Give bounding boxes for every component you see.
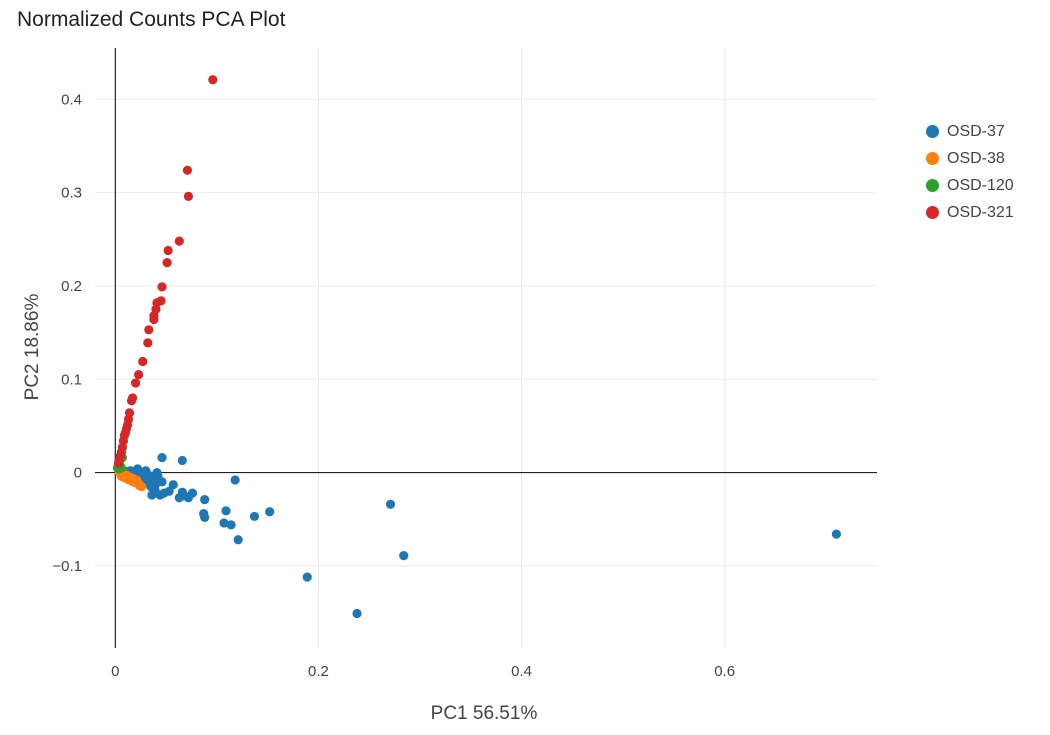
data-point-osd-321[interactable] (157, 282, 167, 292)
data-point-osd-321[interactable] (163, 245, 173, 256)
y-tick-label: 0.1 (61, 371, 82, 388)
data-point-osd-37[interactable] (302, 572, 312, 582)
data-point-osd-37[interactable] (233, 535, 243, 545)
y-axis-title: PC2 18.86% (22, 294, 43, 401)
data-point-osd-321[interactable] (113, 458, 123, 468)
data-point-osd-37[interactable] (352, 608, 362, 619)
data-point-osd-37[interactable] (147, 490, 157, 500)
legend-marker-icon (926, 206, 939, 219)
legend: OSD-37 OSD-38 OSD-120 OSD-321 (926, 118, 1014, 226)
data-point-osd-37[interactable] (265, 507, 275, 517)
y-tick-label: 0.3 (61, 185, 82, 202)
legend-marker-icon (926, 179, 939, 192)
legend-label: OSD-120 (947, 176, 1014, 194)
tick-labels: 0 0.2 0.4 0.6 −0.1 0 0.1 0.2 0.3 0.4 (52, 91, 735, 680)
data-point-osd-38[interactable] (121, 470, 132, 480)
data-point-osd-321[interactable] (144, 325, 154, 335)
legend-label: OSD-37 (947, 122, 1005, 140)
legend-item-osd-37[interactable]: OSD-37 (926, 118, 1014, 145)
legend-label: OSD-321 (947, 203, 1014, 221)
x-axis-title: PC1 56.51% (431, 703, 538, 724)
data-point-osd-321[interactable] (162, 258, 172, 268)
data-point-osd-37[interactable] (157, 453, 167, 463)
data-point-osd-37[interactable] (399, 551, 409, 561)
data-point-osd-37[interactable] (177, 455, 187, 466)
legend-item-osd-38[interactable]: OSD-38 (926, 145, 1014, 172)
data-point-osd-37[interactable] (199, 509, 209, 519)
data-point-osd-37[interactable] (226, 520, 236, 530)
legend-marker-icon (926, 152, 939, 165)
data-point-osd-321[interactable] (182, 165, 193, 175)
data-points (112, 75, 841, 619)
x-tick-label: 0.4 (511, 663, 532, 680)
legend-label: OSD-38 (947, 149, 1005, 167)
data-point-osd-321[interactable] (134, 369, 144, 380)
data-point-osd-37[interactable] (221, 506, 231, 516)
data-point-osd-321[interactable] (174, 236, 184, 246)
data-point-osd-321[interactable] (138, 356, 148, 367)
x-tick-label: 0.2 (308, 663, 329, 680)
data-point-osd-321[interactable] (149, 314, 159, 325)
chart-title: Normalized Counts PCA Plot (17, 8, 286, 31)
axes (95, 48, 877, 648)
y-tick-label: 0 (74, 465, 82, 482)
data-point-osd-321[interactable] (126, 396, 137, 406)
data-point-osd-321[interactable] (131, 378, 141, 388)
grid-lines (95, 48, 877, 648)
data-point-osd-38[interactable] (137, 481, 147, 492)
data-point-osd-321[interactable] (183, 191, 194, 201)
data-point-osd-37[interactable] (174, 493, 184, 503)
data-point-osd-37[interactable] (249, 511, 260, 522)
y-tick-label: 0.2 (61, 278, 82, 295)
legend-item-osd-321[interactable]: OSD-321 (926, 199, 1014, 226)
x-tick-label: 0.6 (714, 663, 735, 680)
x-tick-label: 0 (111, 663, 119, 680)
data-point-osd-321[interactable] (143, 338, 153, 348)
y-tick-label: 0.4 (61, 91, 82, 108)
legend-item-osd-120[interactable]: OSD-120 (926, 172, 1014, 199)
data-point-osd-37[interactable] (219, 518, 229, 528)
data-point-osd-37[interactable] (230, 475, 240, 485)
y-tick-label: −0.1 (52, 558, 82, 575)
legend-marker-icon (926, 125, 939, 138)
data-point-osd-37[interactable] (385, 499, 396, 509)
data-point-osd-37[interactable] (831, 529, 841, 539)
data-point-osd-37[interactable] (200, 495, 210, 505)
data-point-osd-321[interactable] (208, 75, 218, 85)
